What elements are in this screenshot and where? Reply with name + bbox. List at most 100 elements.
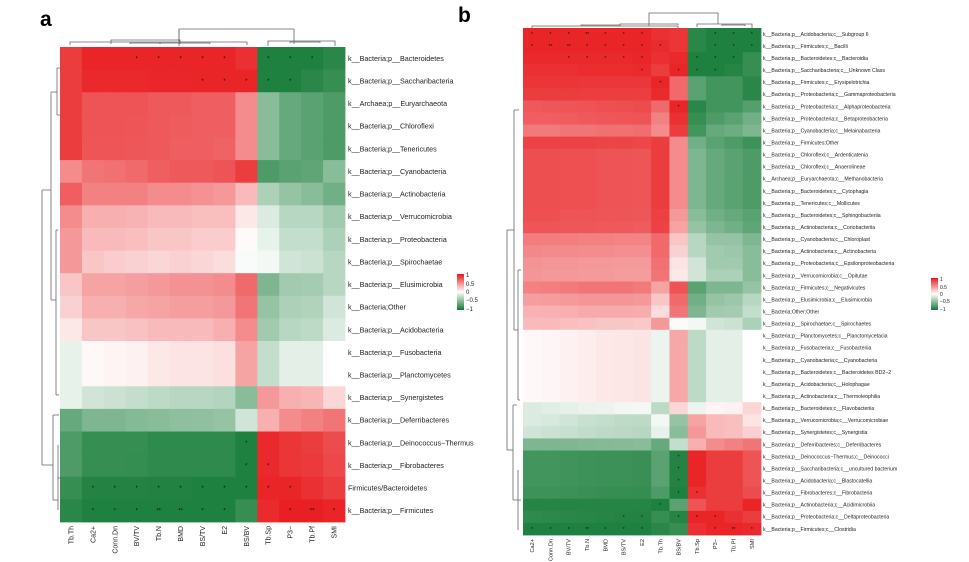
significance-mark: * [714, 32, 716, 38]
heatmap-cell [706, 498, 725, 512]
heatmap-cell [60, 476, 83, 500]
heatmap-cell [147, 386, 171, 410]
heatmap-cell [81, 92, 105, 116]
heatmap-cell [301, 431, 324, 455]
heatmap-cell [577, 390, 597, 403]
heatmap-cell [523, 160, 542, 174]
heatmap-cell [213, 363, 236, 387]
heatmap-cell [279, 227, 302, 251]
heatmap-cell [651, 317, 670, 331]
heatmap-cell [614, 257, 634, 270]
heatmap-cell [523, 28, 542, 41]
significance-mark: * [201, 56, 204, 62]
heatmap-cell [687, 112, 707, 125]
legend-b-tick: 0.5 [940, 285, 947, 291]
heatmap-cell [651, 112, 670, 125]
heatmap-cell [706, 510, 725, 524]
heatmap-cell [81, 47, 105, 71]
column-label: Ca2+ [90, 526, 97, 543]
row-label: k__Bacteria;p__Elusimicrobia [348, 280, 443, 289]
legend-a-tick: −1 [466, 307, 474, 313]
significance-mark: * [641, 527, 643, 533]
heatmap-cell [669, 317, 689, 331]
significance-mark: * [641, 68, 643, 74]
heatmap-cell [81, 137, 105, 161]
heatmap-cell [614, 40, 634, 53]
heatmap-cell [169, 250, 192, 274]
significance-mark: * [678, 491, 680, 497]
heatmap-cell [559, 100, 579, 113]
heatmap-cell [596, 390, 615, 403]
heatmap-cell [523, 414, 542, 427]
heatmap-cell [559, 88, 579, 101]
significance-mark: * [114, 486, 117, 492]
heatmap-cell [541, 209, 561, 222]
heatmap-cell [81, 273, 105, 297]
heatmap-cell [257, 47, 280, 71]
heatmap-cell [147, 363, 171, 387]
heatmap-cell [724, 450, 744, 463]
heatmap-cell [191, 250, 214, 274]
heatmap-cell [596, 450, 615, 463]
heatmap-cell [257, 273, 280, 297]
heatmap-cell [323, 137, 346, 161]
heatmap-cell [651, 76, 670, 89]
heatmap-cell [541, 233, 561, 246]
heatmap-cell [632, 341, 652, 355]
heatmap-cell [235, 431, 258, 455]
heatmap-cell [596, 329, 615, 343]
heatmap-cell [235, 227, 258, 251]
heatmap-cell [632, 148, 652, 162]
heatmap-cell [742, 245, 762, 258]
heatmap-cell [323, 499, 346, 523]
significance-mark: * [659, 44, 661, 50]
heatmap-cell [651, 462, 670, 476]
row-label: k__Bacteria;p__Verrucomicrobia;c__Opitut… [763, 273, 868, 279]
heatmap-cell [191, 318, 214, 342]
heatmap-cell [213, 273, 236, 297]
row-label: k__Bacteria;p__Saccharibacteria;c__Unkno… [763, 68, 885, 74]
heatmap-cell [559, 414, 579, 427]
heatmap-cell [191, 114, 214, 138]
row-label: k__Bacteria;p__Bacteroidetes;c__Flavobac… [763, 406, 874, 412]
significance-mark: * [586, 56, 588, 62]
significance-mark: * [568, 32, 570, 38]
heatmap-cell [669, 269, 689, 282]
heatmap-cell [81, 476, 105, 500]
significance-mark: * [623, 56, 625, 62]
column-label: Tb.Th [658, 539, 664, 554]
heatmap-cell [577, 136, 597, 150]
heatmap-cell [125, 363, 149, 387]
heatmap-cell [596, 293, 615, 307]
heatmap-cell [147, 92, 171, 116]
heatmap-cell [559, 390, 579, 403]
heatmap-cell [687, 317, 707, 331]
column-label: Ca2+ [530, 539, 536, 553]
heatmap-cell [559, 378, 579, 391]
heatmap-cell [81, 318, 105, 342]
row-label: k__Bacteria;p__Actinobacteria;c__Thermol… [763, 394, 880, 400]
row-label: k__Bacteria;p__Fibrobacteres [348, 461, 444, 470]
row-label: k__Bacteria;p__Acidobacteria [348, 325, 444, 334]
heatmap-cell [257, 295, 280, 319]
heatmap-cell [724, 402, 744, 415]
heatmap-cell [235, 137, 258, 161]
panel-b-label: b [458, 4, 471, 27]
heatmap-cell [596, 64, 615, 77]
heatmap-cell [632, 414, 652, 427]
row-label: k__Bacteria;p__Proteobacteria;c__Epsilon… [763, 261, 894, 267]
row-label: k__Bacteria;p__Deferribacteres;c__Deferr… [763, 442, 882, 448]
heatmap-cell [724, 64, 744, 77]
heatmap-cell [706, 353, 725, 367]
significance-mark: ** [178, 509, 183, 515]
heatmap-cell [301, 160, 324, 184]
heatmap-cell [323, 47, 346, 71]
row-label: k__Bacteria;p__Fibrobacteres;c__Fibrobac… [763, 491, 872, 497]
heatmap-cell [632, 366, 652, 379]
heatmap-cell [724, 148, 744, 162]
heatmap-cell [103, 227, 127, 251]
heatmap-cell [301, 227, 324, 251]
heatmap-cell [706, 40, 725, 53]
legend-a-tick: −0.5 [466, 298, 479, 304]
heatmap-cell [742, 474, 762, 488]
